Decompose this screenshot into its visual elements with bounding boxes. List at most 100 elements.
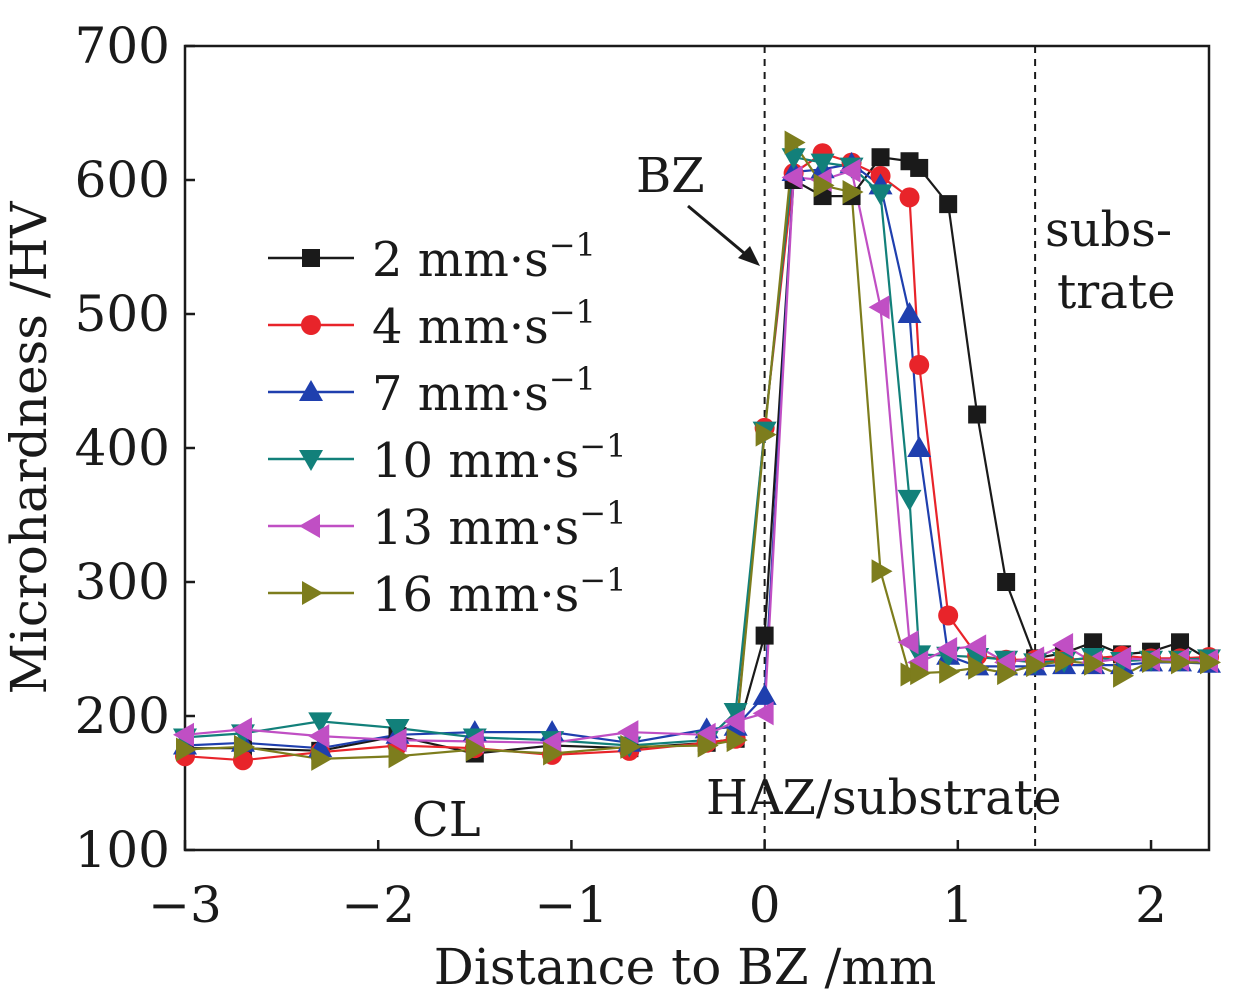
data-point bbox=[1110, 646, 1132, 671]
data-point bbox=[176, 737, 197, 762]
data-point bbox=[385, 719, 410, 741]
data-point bbox=[694, 722, 716, 747]
data-point bbox=[543, 741, 565, 766]
data-point bbox=[230, 717, 252, 742]
x-tick-label: 2 bbox=[1135, 876, 1167, 934]
data-point bbox=[1113, 663, 1135, 688]
data-point bbox=[308, 712, 333, 734]
x-axis-title: Distance to BZ /mm bbox=[434, 938, 936, 992]
data-point bbox=[968, 405, 987, 424]
data-point bbox=[1026, 653, 1048, 678]
data-point bbox=[939, 195, 958, 214]
x-axis: −3 −2 −1 0 1 2 bbox=[148, 840, 1167, 934]
data-point bbox=[994, 650, 1016, 675]
y-tick-label: 500 bbox=[75, 285, 170, 343]
y-tick-label: 300 bbox=[75, 553, 170, 611]
y-tick-label: 600 bbox=[75, 151, 170, 209]
data-point bbox=[899, 187, 920, 208]
data-point bbox=[781, 165, 803, 190]
annotation-substrate-line2: trate bbox=[1057, 264, 1176, 320]
data-point bbox=[755, 422, 777, 447]
legend-label: 13 mm·s−1 bbox=[372, 494, 626, 556]
data-point bbox=[388, 744, 410, 769]
data-point bbox=[939, 659, 961, 684]
x-tick-label: −1 bbox=[535, 876, 609, 934]
legend-label: 7 mm·s−1 bbox=[372, 360, 596, 422]
data-point bbox=[1052, 632, 1074, 657]
y-tick-label: 100 bbox=[75, 821, 170, 879]
legend-marker bbox=[299, 380, 323, 401]
data-point bbox=[897, 489, 922, 511]
data-point bbox=[1084, 651, 1106, 676]
data-point bbox=[871, 559, 893, 584]
data-point bbox=[755, 626, 774, 645]
data-point bbox=[752, 701, 774, 726]
bz-arrow bbox=[687, 204, 760, 266]
legend-label: 4 mm·s−1 bbox=[372, 293, 596, 355]
data-point bbox=[813, 173, 835, 198]
legend-label: 16 mm·s−1 bbox=[372, 561, 626, 623]
data-point bbox=[540, 730, 562, 755]
data-point bbox=[936, 637, 958, 661]
data-point bbox=[617, 720, 639, 745]
data-point bbox=[784, 130, 806, 155]
data-point bbox=[910, 158, 929, 177]
data-point bbox=[868, 184, 893, 206]
data-point bbox=[1142, 649, 1164, 674]
data-point bbox=[938, 605, 959, 626]
data-point bbox=[173, 722, 194, 747]
x-tick-label: 0 bbox=[749, 876, 781, 934]
data-point bbox=[965, 634, 987, 659]
data-point bbox=[726, 728, 748, 753]
legend-marker bbox=[299, 450, 323, 471]
data-point bbox=[465, 737, 487, 762]
legend-marker bbox=[302, 249, 320, 267]
data-point bbox=[842, 180, 864, 205]
x-tick-label: 1 bbox=[942, 876, 974, 934]
data-point bbox=[897, 630, 919, 655]
y-tick-label: 700 bbox=[75, 17, 170, 75]
annotation-cl: CL bbox=[412, 792, 481, 848]
series-markers bbox=[173, 130, 1221, 771]
data-point bbox=[839, 158, 861, 183]
legend-label: 2 mm·s−1 bbox=[372, 226, 596, 288]
data-point bbox=[909, 354, 930, 375]
data-point bbox=[697, 733, 719, 758]
data-point bbox=[1171, 650, 1193, 675]
legend-label: 10 mm·s−1 bbox=[372, 427, 626, 489]
data-point bbox=[620, 734, 642, 759]
data-point bbox=[723, 709, 745, 734]
data-point bbox=[311, 746, 333, 771]
y-axis: 100 200 300 400 500 600 700 bbox=[75, 17, 195, 879]
legend-marker bbox=[301, 315, 321, 335]
data-point bbox=[997, 661, 1019, 686]
data-point bbox=[810, 153, 835, 175]
x-tick-label: −3 bbox=[148, 876, 222, 934]
data-point bbox=[723, 702, 748, 724]
legend: 2 mm·s−14 mm·s−17 mm·s−110 mm·s−113 mm·s… bbox=[268, 226, 626, 623]
data-point bbox=[1055, 649, 1077, 674]
data-point bbox=[868, 295, 890, 320]
data-point bbox=[1171, 633, 1190, 652]
data-point bbox=[897, 302, 922, 323]
y-tick-label: 200 bbox=[75, 687, 170, 745]
legend-marker bbox=[299, 514, 320, 538]
data-point bbox=[385, 728, 407, 753]
data-point bbox=[910, 661, 932, 686]
data-point bbox=[752, 683, 777, 705]
data-point bbox=[968, 655, 990, 680]
data-point bbox=[1084, 633, 1103, 652]
data-point bbox=[308, 724, 330, 749]
annotation-haz: HAZ/substrate bbox=[706, 770, 1062, 826]
data-point bbox=[233, 734, 255, 759]
data-point bbox=[781, 148, 806, 170]
legend-marker bbox=[302, 581, 323, 605]
data-point bbox=[1200, 650, 1221, 675]
y-tick-label: 400 bbox=[75, 419, 170, 477]
data-point bbox=[907, 436, 932, 457]
y-axis-title: Microhardness /HV bbox=[0, 201, 58, 695]
data-point bbox=[997, 573, 1016, 591]
data-point bbox=[907, 650, 929, 675]
